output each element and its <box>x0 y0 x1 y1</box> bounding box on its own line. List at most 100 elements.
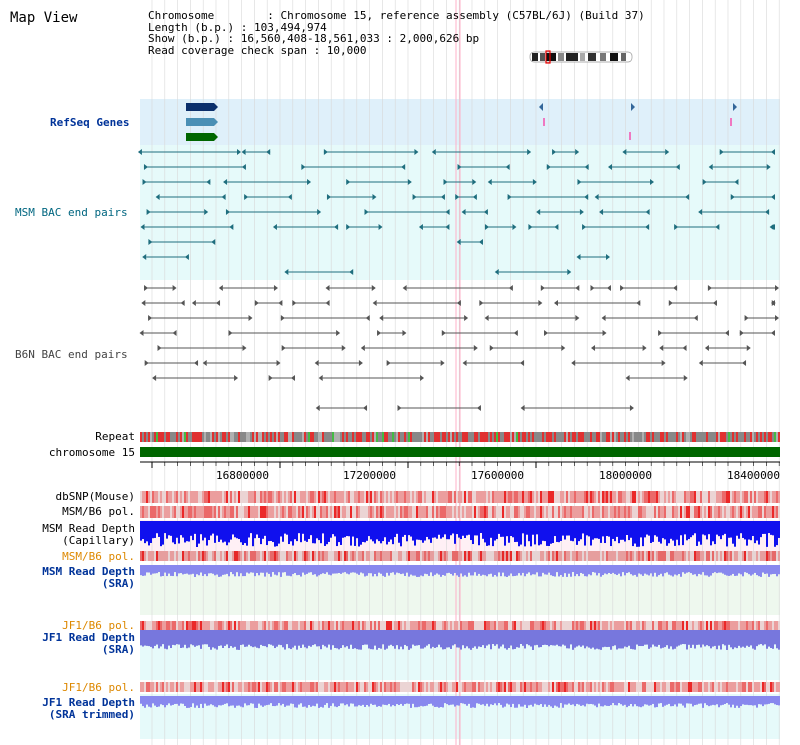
msm-depth-sra-bar <box>536 565 538 573</box>
repeat-segment <box>368 432 370 442</box>
jf1-depth-trimmed-bar <box>516 696 518 708</box>
dbsnp-heat-cell <box>270 491 272 503</box>
jf1-depth-sra-bar <box>668 630 670 649</box>
jf1-b6-pol2-heat-cell <box>768 682 770 692</box>
msm-b6-pol-heat-cell <box>652 506 654 518</box>
msm-b6-pol-heat-cell <box>688 506 690 518</box>
repeat-segment <box>608 432 610 442</box>
repeat-segment <box>490 432 492 442</box>
msm-depth-sra-bar <box>666 565 668 573</box>
track-label-msm-b6-pol-2[interactable]: MSM/B6 pol. <box>62 550 135 563</box>
msm-b6-pol-heat-cell <box>172 506 174 518</box>
track-label-msm-bac[interactable]: MSM BAC end pairs <box>15 206 128 219</box>
dbsnp-heat-cell <box>246 491 248 503</box>
msm-depth-sra-bar <box>422 565 424 577</box>
jf1-b6-pol2-heat-cell <box>472 682 474 692</box>
b6n-bac-end-icon <box>280 315 285 321</box>
msm-b6-pol-heat-cell <box>598 506 600 518</box>
jf1-depth-trimmed-bar <box>344 696 346 706</box>
msm-b6-pol2-heat-cell <box>592 551 594 561</box>
msm-depth-capillary-bar <box>232 521 234 535</box>
jf1-depth-trimmed-bar <box>728 696 730 705</box>
msm-b6-pol2-heat-cell <box>374 551 376 561</box>
track-label-msm-b6-pol-1[interactable]: MSM/B6 pol. <box>62 505 135 518</box>
jf1-b6-pol2-heat-cell <box>334 682 336 692</box>
dbsnp-heat-cell <box>336 491 338 503</box>
msm-b6-pol-heat-cell <box>430 506 432 518</box>
jf1-depth-trimmed-bar <box>334 696 336 707</box>
msm-b6-pol2-heat-cell <box>648 551 650 561</box>
jf1-depth-trimmed-bar <box>614 696 616 706</box>
jf1-depth-sra-bar <box>748 630 750 647</box>
msm-depth-capillary-bar <box>456 521 458 535</box>
msm-b6-pol2-heat-cell <box>426 551 428 561</box>
track-label-jf1-depth-sra[interactable]: JF1 Read Depth (SRA) <box>42 631 135 656</box>
msm-depth-capillary-bar <box>382 521 384 542</box>
msm-depth-capillary-bar <box>356 521 358 539</box>
msm-b6-pol2-heat-cell <box>194 551 196 561</box>
msm-depth-capillary-bar <box>602 521 604 537</box>
track-label-msm-depth-capillary[interactable]: MSM Read Depth (Capillary) <box>42 522 135 547</box>
track-label-jf1-b6-pol-2[interactable]: JF1/B6 pol. <box>62 681 135 694</box>
jf1-b6-pol-heat-cell <box>226 621 228 631</box>
jf1-b6-pol2-heat-cell <box>636 682 638 692</box>
msm-depth-capillary-bar <box>270 521 272 541</box>
track-label-repeat[interactable]: Repeat <box>95 430 135 443</box>
repeat-segment <box>604 432 606 442</box>
repeat-segment <box>186 432 188 442</box>
track-label-refseq[interactable]: RefSeq Genes <box>50 116 130 129</box>
repeat-segment <box>716 432 718 442</box>
msm-b6-pol-heat-cell <box>406 506 408 518</box>
msm-depth-capillary-bar <box>166 521 168 539</box>
repeat-segment <box>704 432 706 442</box>
b6n-bac-end-icon <box>248 315 253 321</box>
dbsnp-heat-cell <box>206 491 208 503</box>
track-label-b6n-bac[interactable]: B6N BAC end pairs <box>15 348 128 361</box>
msm-b6-pol-heat-cell <box>478 506 480 518</box>
repeat-segment <box>410 432 412 442</box>
jf1-b6-pol2-heat-cell <box>696 682 698 692</box>
repeat-segment <box>434 432 436 442</box>
jf1-b6-pol-heat-cell <box>402 621 404 631</box>
repeat-segment <box>262 432 264 442</box>
jf1-b6-pol2-heat-cell <box>178 682 180 692</box>
msm-depth-sra-bar <box>672 565 674 577</box>
msm-depth-sra-bar <box>242 565 244 577</box>
jf1-depth-sra-bar <box>354 630 356 649</box>
msm-b6-pol-heat-cell <box>152 506 154 518</box>
msm-depth-capillary-bar <box>524 521 526 547</box>
jf1-b6-pol2-heat-cell <box>188 682 190 692</box>
track-label-jf1-depth-trimmed[interactable]: JF1 Read Depth (SRA trimmed) <box>42 696 135 721</box>
msm-b6-pol2-heat-cell <box>712 551 714 561</box>
dbsnp-heat-cell <box>564 491 566 503</box>
repeat-segment <box>382 432 384 442</box>
dbsnp-heat-cell <box>720 491 722 503</box>
msm-b6-pol-heat-cell <box>240 506 242 518</box>
jf1-b6-pol-heat-cell <box>242 621 244 631</box>
msm-depth-capillary-bar <box>778 521 780 538</box>
msm-depth-sra-bar <box>234 565 236 577</box>
repeat-segment <box>710 432 712 442</box>
repeat-segment <box>254 432 256 442</box>
repeat-segment <box>334 432 336 442</box>
jf1-b6-pol-heat-cell <box>358 621 360 631</box>
msm-b6-pol-heat-cell <box>646 506 648 518</box>
repeat-segment <box>182 432 184 442</box>
msm-b6-pol2-heat-cell <box>726 551 728 561</box>
jf1-b6-pol2-heat-cell <box>486 682 488 692</box>
jf1-b6-pol2-heat-cell <box>340 682 342 692</box>
track-label-msm-depth-sra[interactable]: MSM Read Depth (SRA) <box>42 565 135 590</box>
track-label-dbsnp[interactable]: dbSNP(Mouse) <box>55 490 135 503</box>
msm-depth-sra-bar <box>240 565 242 574</box>
track-label-jf1-b6-pol-1[interactable]: JF1/B6 pol. <box>62 619 135 632</box>
msm-depth-sra-bar <box>236 565 238 573</box>
msm-depth-capillary-bar <box>482 521 484 539</box>
jf1-b6-pol2-heat-cell <box>512 682 514 692</box>
msm-depth-capillary-bar <box>276 521 278 547</box>
msm-depth-capillary-bar <box>174 521 176 545</box>
jf1-depth-trimmed-bar <box>272 696 274 707</box>
jf1-b6-pol-heat-cell <box>470 621 472 631</box>
msm-depth-sra-bar <box>462 565 464 577</box>
msm-depth-sra-bar <box>562 565 564 577</box>
